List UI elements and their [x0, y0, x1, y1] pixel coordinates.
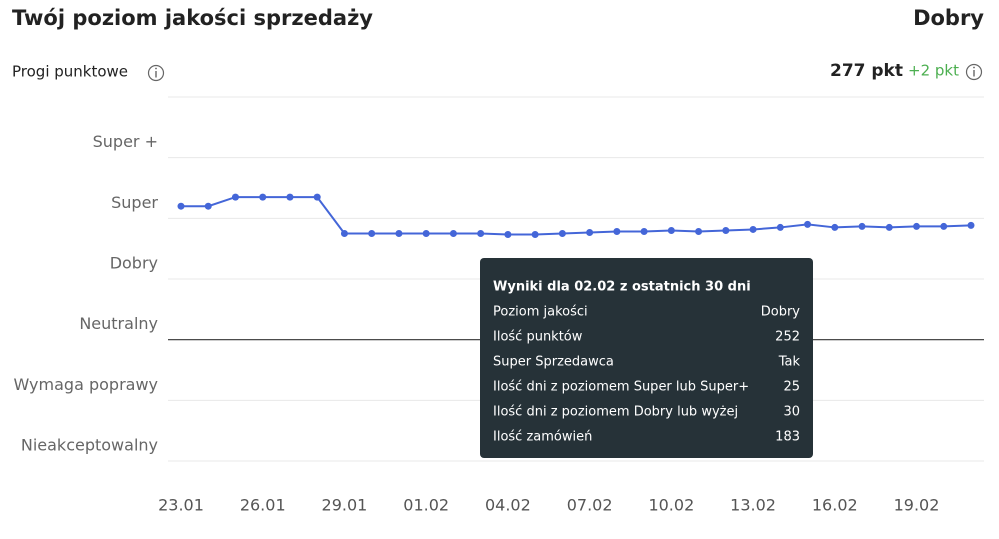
tooltip-value: 25 — [783, 380, 800, 395]
point — [749, 225, 757, 233]
info-icon[interactable] — [147, 64, 165, 82]
tooltip-title: Wyniki dla 02.02 z ostatnich 30 dni — [493, 280, 751, 295]
point — [286, 193, 294, 201]
tooltip-label: Ilość punktów — [493, 330, 583, 345]
x-tick-label: 01.02 — [403, 496, 449, 515]
x-tick-label: 29.01 — [322, 496, 368, 515]
y-tick-label: Neutralny — [79, 314, 158, 333]
point — [340, 230, 348, 237]
tooltip-label: Poziom jakości — [493, 305, 588, 320]
point — [395, 230, 403, 237]
point — [967, 221, 975, 229]
point — [667, 226, 675, 234]
tooltip-value: Tak — [778, 355, 801, 370]
point — [804, 220, 812, 228]
y-tick-label: Super + — [93, 132, 158, 151]
x-tick-label: 04.02 — [485, 496, 531, 515]
point — [885, 223, 893, 231]
x-tick-label: 26.01 — [240, 496, 286, 515]
point — [695, 227, 703, 235]
point — [831, 223, 839, 231]
tooltip-value: 252 — [775, 330, 800, 345]
title: Twój poziom jakości sprzedaży — [12, 6, 373, 30]
point — [259, 193, 267, 201]
tooltip: Wyniki dla 02.02 z ostatnich 30 dni Pozi… — [480, 258, 813, 458]
point — [613, 227, 621, 235]
point — [231, 193, 239, 201]
x-tick-label: 16.02 — [812, 496, 858, 515]
point — [477, 230, 485, 237]
tooltip-value: 183 — [775, 430, 800, 445]
info-icon[interactable] — [965, 63, 983, 81]
subtitle: Progi punktowe — [12, 63, 128, 81]
x-tick-label: 19.02 — [894, 496, 940, 515]
point — [940, 222, 948, 230]
point — [177, 202, 185, 210]
point — [531, 231, 539, 239]
points-change: +2 pkt — [908, 62, 959, 80]
tooltip-label: Super Sprzedawca — [493, 355, 614, 370]
tooltip-label: Ilość zamówień — [493, 430, 592, 445]
x-tick-label: 10.02 — [648, 496, 694, 515]
tooltip-box — [480, 258, 813, 458]
point — [913, 222, 921, 230]
y-tick-label: Dobry — [110, 254, 158, 273]
point — [722, 226, 730, 234]
points: 277 pkt — [830, 61, 903, 81]
point — [422, 230, 430, 237]
point — [640, 227, 648, 235]
point — [586, 228, 594, 236]
y-tick-label: Wymaga poprawy — [14, 375, 158, 394]
tooltip-label: Ilość dni z poziomem Dobry lub wyżej — [493, 405, 738, 420]
line — [181, 196, 972, 236]
point — [504, 231, 512, 239]
y-tick-label: Super — [111, 193, 158, 212]
point — [204, 202, 212, 210]
tooltip-value: 30 — [783, 405, 800, 420]
point — [776, 223, 784, 231]
tooltip-label: Ilość dni z poziomem Super lub Super+ — [493, 380, 749, 395]
x-tick-label: 23.01 — [158, 496, 204, 515]
level: Dobry — [913, 6, 984, 30]
point — [558, 230, 566, 237]
y-tick-label: Nieakceptowalny — [21, 436, 158, 455]
plot: Nieakceptowalny Wymaga poprawy Neutralny Do… — [14, 132, 984, 515]
point — [313, 193, 321, 201]
tooltip-rows: Poziom jakości Dobry Ilość punktów 252 Super… — [493, 305, 800, 445]
point — [449, 230, 457, 237]
x-tick-label: 07.02 — [567, 496, 613, 515]
point — [368, 230, 376, 237]
point — [858, 222, 866, 230]
tooltip-value: Dobry — [761, 305, 801, 320]
x-tick-label: 13.02 — [730, 496, 776, 515]
